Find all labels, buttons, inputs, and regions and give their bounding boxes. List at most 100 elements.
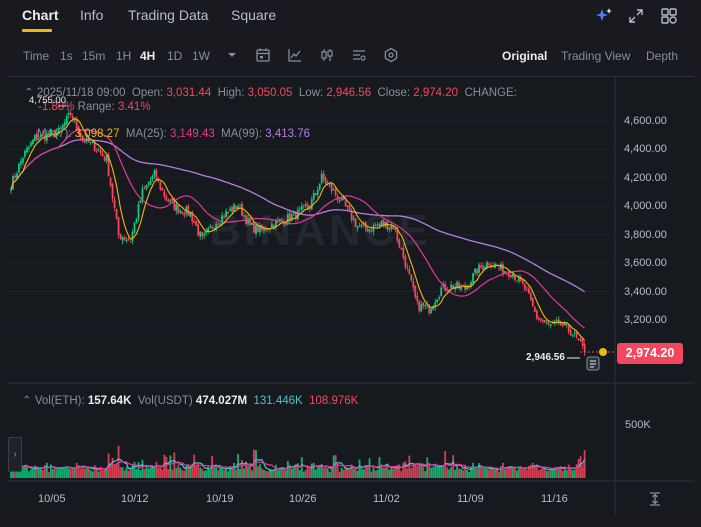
volume-bar [247,466,249,478]
volume-bar [402,462,405,478]
candle-body [348,206,351,210]
volume-bar [75,463,78,478]
interval-1d[interactable]: 1D [167,49,183,63]
candle-body [282,221,285,225]
candle-body [394,227,397,231]
candle-type-icon[interactable] [319,47,335,63]
calendar-icon[interactable] [255,47,271,63]
candle-body [510,274,512,278]
candle-body [571,334,574,336]
auto-scale-icon[interactable] [647,491,663,507]
candle-body [354,218,357,227]
chevron-down-icon[interactable] [224,47,240,63]
candle-body [356,226,359,229]
volume-bar [388,469,391,478]
expand-icon[interactable] [626,6,646,26]
volume-bar [549,469,552,478]
volume-bar [577,458,580,478]
grid-layout-icon[interactable] [659,6,679,26]
tab-square[interactable]: Square [231,7,277,23]
chevron-up-icon[interactable]: ⌃ [24,87,34,99]
volume-bar [193,454,196,478]
candle-body [215,224,218,230]
volume-bar [372,467,375,478]
volume-bar [175,467,178,478]
chevron-up-icon[interactable]: ⌃ [22,395,32,407]
candle-body [83,141,86,143]
interval-4h[interactable]: 4H [140,49,156,63]
price-tick: 3,200.00 [624,314,667,326]
candle-date: 2025/11/18 09:00 [36,87,126,99]
volume-bar [227,471,229,478]
volume-bar [199,467,202,478]
order-book-icon[interactable] [586,356,600,371]
volume-bar [273,469,275,478]
settings-list-icon[interactable] [351,47,367,63]
tab-info[interactable]: Info [80,7,104,23]
candle-body [402,247,405,258]
candle-body [374,224,377,226]
candle-body [581,339,584,347]
volume-bar [414,463,417,478]
candle-body [265,229,267,231]
volume-bar [370,471,373,478]
candle-body [101,153,104,156]
interval-1h[interactable]: 1H [116,49,132,63]
candle-body [565,323,568,325]
tab-trading-data[interactable]: Trading Data [128,7,209,23]
volume-bar [458,468,461,478]
view-original[interactable]: Original [502,49,548,63]
volume-bar [464,464,466,478]
candle-body [342,195,345,201]
volume-bar [215,467,218,478]
close-label: Close: [377,87,411,99]
interval-1s[interactable]: 1s [60,49,73,63]
indicator-icon[interactable] [287,47,303,63]
current-price-tag: 2,974.20 [617,343,683,364]
candle-body [376,224,379,226]
volume-bar [286,460,289,478]
candle-body [521,280,524,284]
candle-body [288,212,291,221]
volume-bar [284,470,287,478]
ai-sparkle-icon[interactable] [594,6,614,26]
candle-body [26,147,28,153]
interval-1w[interactable]: 1W [192,49,210,63]
volume-bar [366,467,369,478]
tab-chart[interactable]: Chart [22,7,59,23]
volume-bar [47,471,50,478]
volume-bar [300,457,303,478]
range-value: 3.41% [117,101,151,113]
volume-bar [221,467,224,478]
hexagon-settings-icon[interactable] [383,47,399,63]
volume-bar [233,463,235,478]
candle-body [235,205,237,209]
candle-body [296,209,299,220]
view-trading-view[interactable]: Trading View [561,49,631,63]
candle-body [14,175,16,178]
expand-left-handle[interactable]: › [8,437,22,472]
candle-body [117,217,120,235]
price-tick: 4,400.00 [624,143,667,155]
view-depth[interactable]: Depth [646,49,679,63]
interval-time[interactable]: Time [23,49,50,63]
candle-body [103,157,106,161]
candle-body [233,203,235,211]
volume-bar [422,465,425,478]
volume-bar [159,466,162,478]
volume-bar [53,467,56,478]
candle-body [121,237,124,241]
candle-body [177,205,180,214]
candle-body [424,305,427,307]
candle-body [41,133,44,135]
candle-body [39,134,42,138]
interval-15m[interactable]: 15m [82,49,106,63]
candle-body [73,119,76,121]
candle-body [406,266,409,268]
volume-bar [249,463,251,478]
candle-body [515,280,518,282]
candle-body [169,199,172,202]
price-tick: 3,800.00 [624,229,667,241]
candle-body [300,206,303,210]
